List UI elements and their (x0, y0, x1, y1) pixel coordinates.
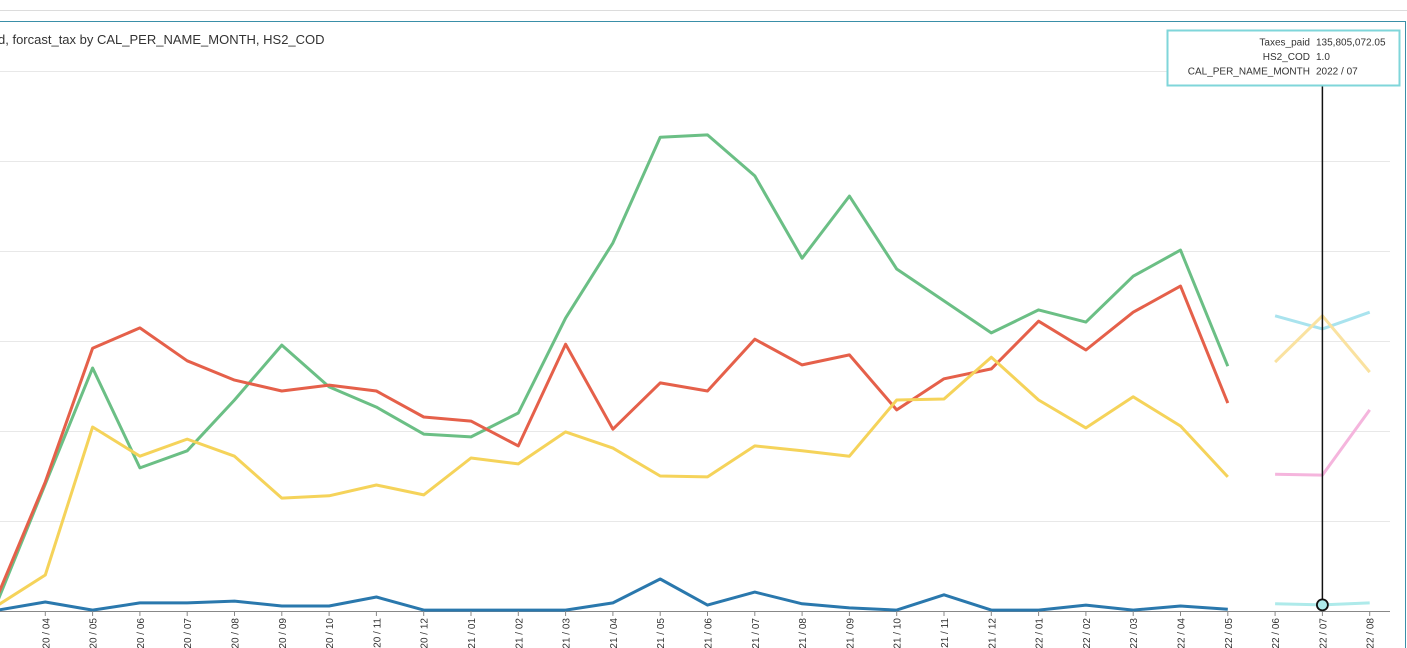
tooltip-value: 1.0 (1316, 52, 1330, 63)
x-tick-label: 2022 / 04 (1177, 618, 1188, 648)
hover-marker (1316, 598, 1329, 612)
tooltip-box (1166, 29, 1401, 87)
x-tick-label: 2021 / 05 (656, 618, 667, 648)
x-tick-label: 2022 / 06 (1271, 618, 1282, 648)
series-line (0, 284, 1230, 594)
x-tick-label: 2021 / 02 (514, 618, 525, 648)
x-tick-label: 2022 / 05 (1224, 618, 1235, 648)
x-tick-label: 2020 / 12 (420, 618, 431, 648)
x-tick-label: 2020 / 05 (89, 618, 100, 648)
x-tick-label: 2022 / 07 (1318, 618, 1329, 648)
tooltip: Taxes_paid 135,805,072.05 HS2_COD 1.0 CAL_PE… (1166, 29, 1401, 612)
x-tick-label: 2021 / 06 (704, 618, 715, 648)
x-tick-label: 2020 / 10 (325, 618, 336, 648)
x-tick-label: 2022 / 02 (1082, 618, 1093, 648)
x-tick-label: 2022 / 08 (1366, 618, 1377, 648)
x-tick-label: 2022 / 03 (1129, 618, 1140, 648)
x-tick-label: 2022 / 01 (1035, 618, 1046, 648)
tooltip-value: 2022 / 07 (1316, 67, 1358, 78)
series-line (0, 355, 1229, 606)
tooltip-label: HS2_COD (1263, 52, 1310, 63)
tooltip-label: CAL_PER_NAME_MONTH (1188, 67, 1310, 78)
chart-title: d, forcast_tax by CAL_PER_NAME_MONTH, HS… (0, 32, 325, 47)
series-line (0, 133, 1230, 600)
x-tick-label: 2021 / 04 (609, 618, 620, 648)
panel-border (0, 21, 1406, 648)
x-tick-label: 2021 / 11 (940, 618, 951, 648)
grid (0, 71, 1390, 612)
tooltip-label: Taxes_paid (1259, 38, 1310, 49)
x-tick-label: 2020 / 11 (372, 618, 383, 648)
x-axis: 2020 / 04 2020 / 05 2020 / 06 2020 / 07 2020… (41, 611, 1377, 648)
x-tick-label: 2021 / 12 (987, 618, 998, 648)
x-tick-label: 2021 / 01 (467, 618, 478, 648)
x-tick-label: 2020 / 07 (183, 618, 194, 648)
x-tick-label: 2021 / 09 (845, 618, 856, 648)
x-tick-label: 2021 / 03 (562, 618, 573, 648)
x-tick-label: 2020 / 04 (41, 618, 52, 648)
x-tick-label: 2021 / 08 (798, 618, 809, 648)
x-tick-label: 2020 / 06 (136, 618, 147, 648)
tooltip-value: 135,805,072.05 (1316, 38, 1386, 49)
series-line (0, 577, 1228, 612)
x-tick-label: 2020 / 08 (231, 618, 242, 648)
x-tick-label: 2020 / 09 (278, 618, 289, 648)
plot-area (0, 133, 1371, 612)
x-tick-label: 2021 / 10 (893, 618, 904, 648)
x-tick-label: 2021 / 07 (751, 618, 762, 648)
